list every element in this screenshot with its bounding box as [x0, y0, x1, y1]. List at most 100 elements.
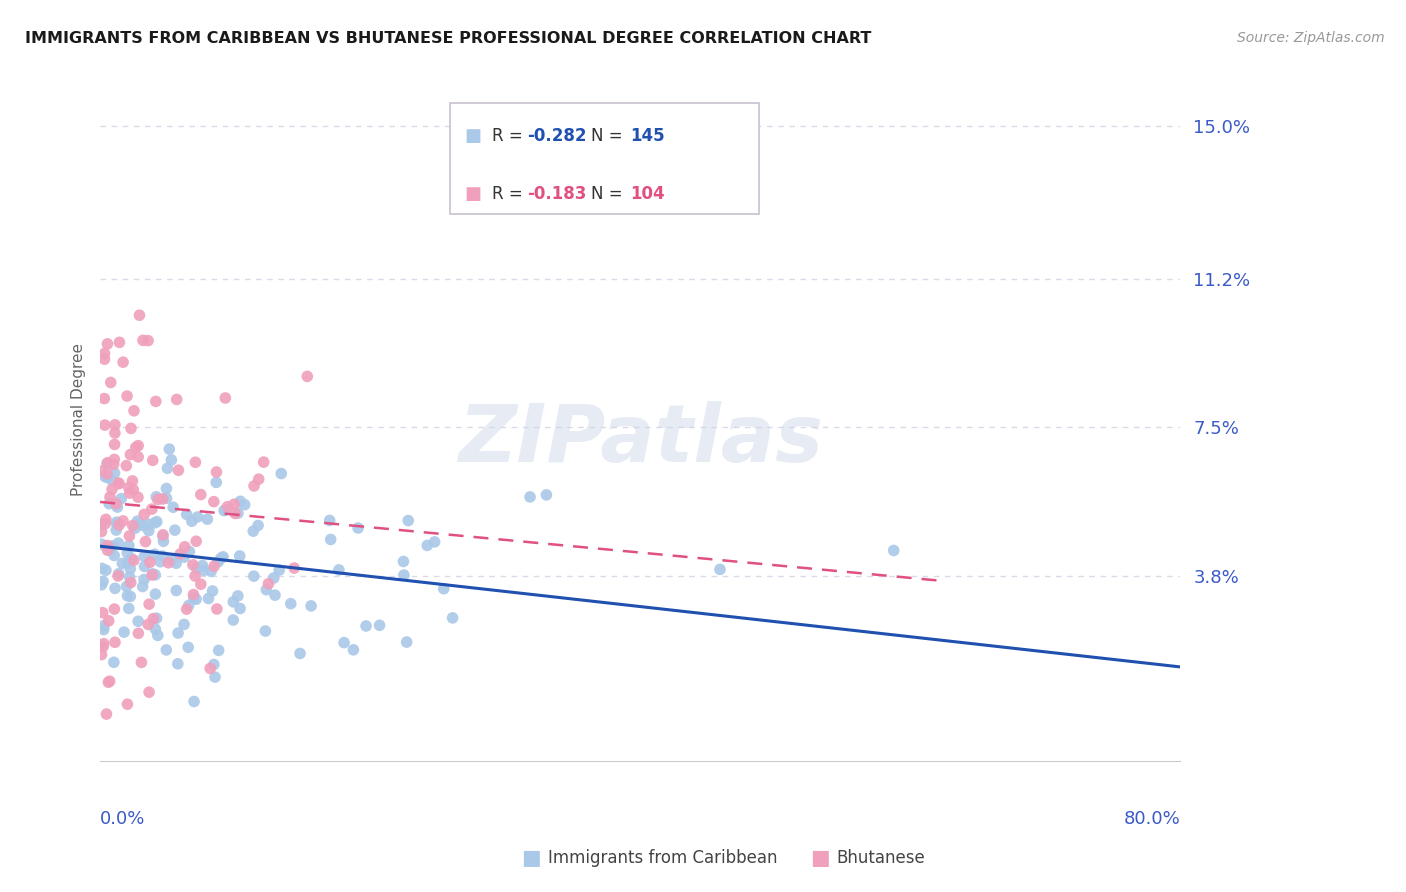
- Point: [98, 497, 121, 511]
- Point: [104, 497, 127, 511]
- Point: [94, 469, 117, 483]
- Point: [91, 606, 114, 620]
- Point: [104, 425, 127, 440]
- Point: [143, 567, 166, 582]
- Point: [183, 588, 205, 602]
- Point: [120, 575, 142, 590]
- Point: [118, 570, 141, 584]
- Point: [217, 500, 239, 514]
- Point: [167, 626, 190, 640]
- Point: [96, 337, 118, 351]
- Point: [200, 661, 222, 675]
- Point: [122, 404, 145, 418]
- Point: [94, 418, 117, 433]
- Text: N =: N =: [591, 128, 627, 145]
- Point: [121, 551, 143, 566]
- Point: [103, 602, 125, 616]
- Text: ■: ■: [522, 848, 541, 868]
- Point: [212, 549, 235, 564]
- Point: [195, 512, 218, 526]
- Point: [146, 628, 169, 642]
- Point: [91, 640, 114, 654]
- Point: [134, 508, 156, 522]
- Point: [107, 569, 129, 583]
- Point: [184, 455, 207, 469]
- Point: [107, 536, 129, 550]
- Point: [190, 577, 212, 591]
- Point: [104, 582, 127, 596]
- Point: [139, 555, 162, 569]
- Point: [91, 561, 114, 575]
- Point: [299, 599, 322, 613]
- Point: [257, 576, 280, 591]
- Point: [354, 619, 377, 633]
- Point: [297, 369, 319, 384]
- Point: [90, 524, 112, 539]
- Point: [112, 355, 135, 369]
- Point: [318, 513, 340, 527]
- Point: [104, 635, 127, 649]
- Text: Immigrants from Caribbean: Immigrants from Caribbean: [548, 849, 778, 867]
- Text: N =: N =: [591, 186, 627, 203]
- Point: [136, 617, 159, 632]
- Point: [96, 543, 118, 558]
- Point: [423, 534, 446, 549]
- Point: [93, 637, 115, 651]
- Point: [191, 558, 214, 573]
- Point: [202, 657, 225, 672]
- Point: [243, 479, 266, 493]
- Point: [138, 524, 160, 538]
- Point: [392, 554, 415, 568]
- Point: [118, 539, 141, 553]
- Point: [173, 617, 195, 632]
- Point: [127, 626, 149, 640]
- Point: [202, 494, 225, 508]
- Point: [91, 574, 114, 589]
- Point: [105, 497, 128, 511]
- Point: [149, 555, 172, 569]
- Text: ■: ■: [810, 848, 830, 868]
- Point: [270, 467, 292, 481]
- Point: [155, 491, 177, 506]
- Point: [143, 547, 166, 561]
- Point: [205, 465, 228, 479]
- Point: [93, 392, 115, 406]
- Point: [202, 559, 225, 574]
- Point: [152, 529, 174, 543]
- Point: [103, 452, 125, 467]
- Text: IMMIGRANTS FROM CARIBBEAN VS BHUTANESE PROFESSIONAL DEGREE CORRELATION CHART: IMMIGRANTS FROM CARIBBEAN VS BHUTANESE P…: [25, 31, 872, 46]
- Point: [121, 474, 143, 488]
- Point: [96, 457, 118, 471]
- Point: [205, 475, 228, 490]
- Text: 145: 145: [630, 128, 665, 145]
- Point: [226, 589, 249, 603]
- Point: [117, 546, 139, 560]
- Point: [131, 580, 153, 594]
- Point: [111, 514, 134, 528]
- Point: [90, 537, 112, 551]
- Point: [197, 591, 219, 606]
- Point: [120, 590, 142, 604]
- Point: [93, 623, 115, 637]
- Text: ■: ■: [464, 186, 481, 203]
- Text: Bhutanese: Bhutanese: [837, 849, 925, 867]
- Point: [222, 595, 245, 609]
- Point: [333, 635, 356, 649]
- Point: [97, 675, 120, 690]
- Text: ZIPatlas: ZIPatlas: [457, 401, 823, 479]
- Point: [136, 334, 159, 348]
- Point: [264, 588, 287, 602]
- Point: [97, 456, 120, 470]
- Point: [396, 514, 419, 528]
- Point: [253, 455, 276, 469]
- Point: [162, 500, 184, 515]
- Point: [94, 563, 117, 577]
- Point: [254, 582, 277, 597]
- Point: [103, 437, 125, 451]
- Point: [395, 635, 418, 649]
- Point: [115, 389, 138, 403]
- Point: [288, 647, 311, 661]
- Point: [132, 334, 155, 348]
- Point: [193, 563, 215, 577]
- Point: [709, 562, 731, 576]
